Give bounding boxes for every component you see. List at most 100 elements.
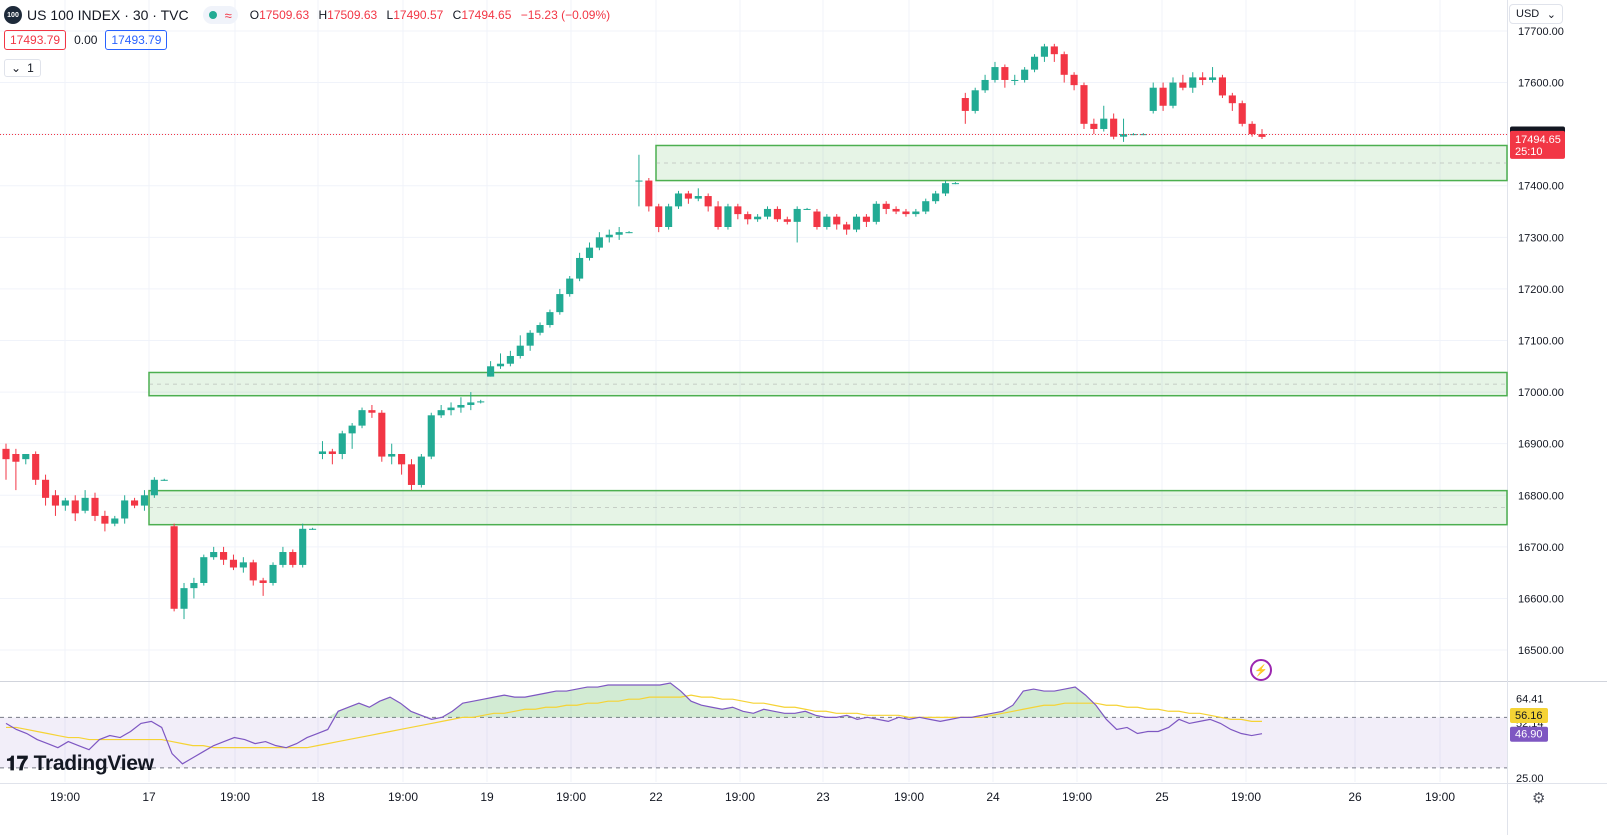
time-tick-label: 19:00 (220, 790, 250, 804)
candle (121, 500, 129, 519)
candle (259, 580, 267, 583)
candle (526, 332, 534, 346)
price-tick-label: 17000.00 (1518, 387, 1564, 399)
price-tick-label: 17600.00 (1518, 78, 1564, 90)
symbol-title[interactable]: US 100 INDEX · 30 · TVC (27, 7, 189, 23)
gear-icon[interactable]: ⚙ (1532, 790, 1546, 807)
candle (585, 247, 594, 258)
price-tick-label: 17300.00 (1518, 232, 1564, 244)
sell-button[interactable]: 17493.79 (4, 30, 67, 50)
candle (803, 208, 811, 210)
time-tick-label: 18 (311, 790, 325, 804)
candle (961, 98, 969, 111)
change-value: −15.23 (−0.09%) (520, 8, 611, 22)
candle (872, 203, 880, 222)
candle (71, 500, 79, 514)
time-axis[interactable]: 19:00 17 19:00 18 19:00 19 19:00 22 19:00 23 19:00… (50, 790, 1455, 804)
rsi-line (5, 682, 1263, 765)
candle (1129, 134, 1137, 136)
candle (299, 528, 307, 565)
candle (991, 67, 999, 80)
candle (289, 552, 297, 565)
market-open-dot-icon (208, 11, 217, 19)
support-resistance-zones[interactable] (148, 144, 1508, 526)
time-tick-label: 19:00 (894, 790, 924, 804)
candle (595, 237, 603, 248)
candle (269, 564, 277, 583)
candle (131, 500, 139, 506)
candle (714, 206, 722, 227)
candle (388, 454, 396, 457)
candle (249, 562, 257, 581)
candle (170, 526, 178, 609)
rsi-ma-line (6, 694, 1262, 749)
current-price-badge (1510, 130, 1565, 159)
buy-button[interactable]: 17493.79 (105, 30, 168, 50)
tradingview-logo-icon: 𝟏𝟕 (6, 752, 28, 775)
candle (398, 454, 406, 465)
candle (922, 201, 930, 212)
candle (22, 454, 30, 460)
candle (496, 363, 505, 367)
rsi-badge (1510, 726, 1548, 742)
rsi-level-label: 64.41 (1516, 693, 1544, 705)
price-axis[interactable]: 16500.00 16600.00 16700.00 16800.00 16900.00… (1510, 26, 1565, 785)
open-value: 17509.63 (259, 8, 310, 22)
candle (200, 557, 208, 583)
candle (615, 232, 623, 235)
index-logo[interactable]: 100 (4, 6, 22, 24)
candle (140, 495, 149, 506)
candle (220, 552, 228, 560)
price-tick-label: 16500.00 (1518, 645, 1564, 657)
candle (744, 214, 752, 220)
candle (684, 193, 692, 199)
candle (309, 528, 317, 530)
candle (932, 193, 940, 202)
candle (546, 312, 554, 326)
candle (516, 345, 524, 356)
candle (704, 196, 712, 207)
rsi-band (0, 717, 1507, 768)
close-value: 17494.65 (461, 8, 512, 22)
rsi-level-label: 25.00 (1516, 773, 1544, 785)
candle (318, 451, 327, 454)
candle (625, 232, 633, 234)
indicator-count: 1 (27, 61, 34, 75)
time-tick-label: 19:00 (388, 790, 418, 804)
candle (190, 582, 198, 589)
candle (41, 479, 50, 498)
time-tick-label: 19:00 (1425, 790, 1455, 804)
candle (1060, 54, 1068, 75)
candle (971, 90, 979, 111)
currency-select[interactable]: USD ⌄ (1509, 4, 1563, 24)
price-tick-label: 17400.00 (1518, 181, 1564, 193)
candle (487, 366, 495, 377)
candle (1070, 74, 1078, 86)
lightning-icon[interactable]: ⚡ (1250, 659, 1272, 681)
candle (61, 500, 69, 506)
candle (1159, 87, 1167, 106)
candle (852, 216, 861, 230)
tradingview-watermark[interactable]: 𝟏𝟕 TradingView (6, 752, 154, 776)
candle (783, 219, 791, 222)
price-tick-label: 16900.00 (1518, 439, 1564, 451)
rsi-badge-text: 56.16 (1515, 710, 1543, 722)
candle (407, 464, 416, 485)
candle (338, 433, 346, 454)
status-pill[interactable]: ≈ (202, 6, 238, 24)
symbol-header: 100 US 100 INDEX · 30 · TVC ≈ O17509.63 … (4, 4, 616, 26)
time-tick-label: 19:00 (50, 790, 80, 804)
candle (763, 208, 772, 217)
time-tick-label: 19:00 (1231, 790, 1261, 804)
candle (1179, 82, 1187, 88)
candle (1199, 77, 1207, 80)
candle (51, 495, 60, 506)
price-tick-label: 17200.00 (1518, 284, 1564, 296)
indicators-toggle-button[interactable]: ⌄ 1 (4, 59, 41, 77)
candle (378, 412, 386, 457)
candle (536, 325, 544, 333)
candle (843, 224, 851, 230)
candle (358, 410, 366, 426)
